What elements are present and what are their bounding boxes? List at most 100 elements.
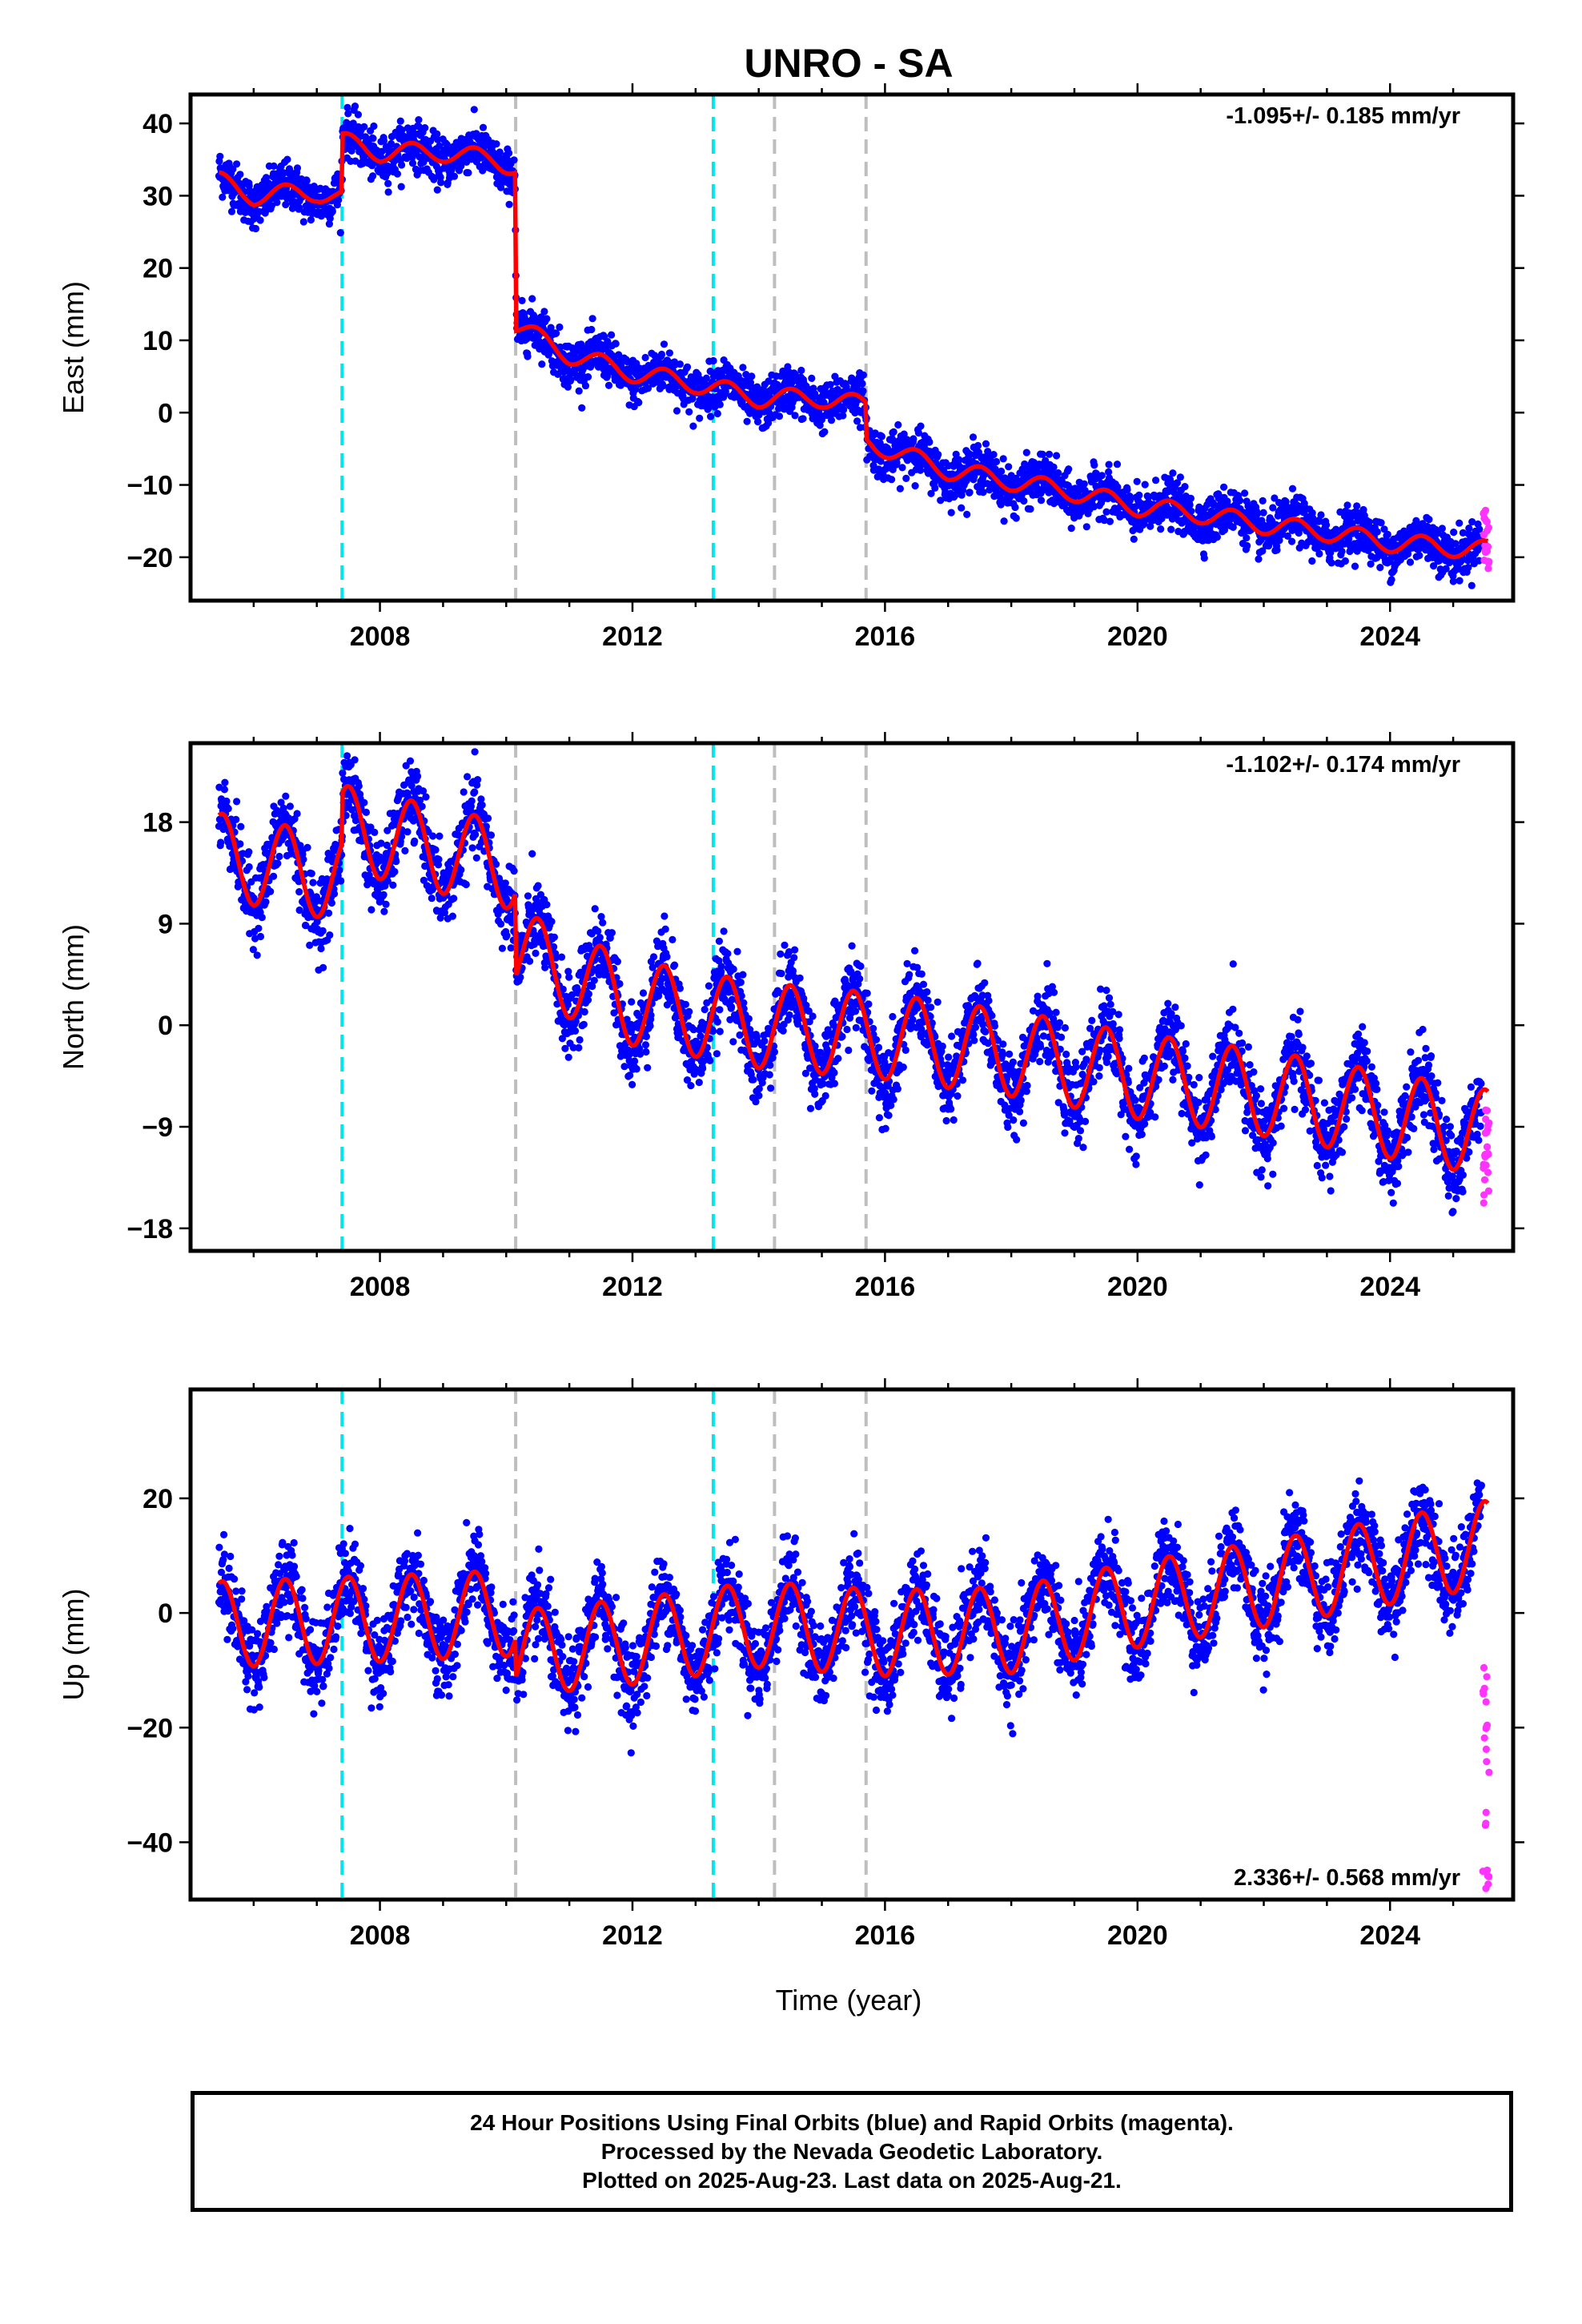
rate-label: -1.095+/- 0.185 mm/yr	[1226, 103, 1460, 129]
final-orbit-point	[543, 315, 551, 323]
final-orbit-point	[706, 368, 714, 376]
final-orbit-point	[541, 963, 549, 971]
final-orbit-point	[540, 308, 548, 316]
final-orbit-point	[558, 1035, 567, 1043]
final-orbit-point	[599, 919, 607, 927]
final-orbit-point	[588, 983, 596, 991]
final-orbit-point	[877, 432, 885, 440]
final-orbit-point	[709, 356, 717, 365]
final-orbit-point	[623, 357, 631, 366]
final-orbit-point	[1425, 516, 1433, 524]
final-orbit-point	[383, 877, 391, 885]
final-orbit-point	[565, 973, 573, 981]
final-orbit-point	[251, 935, 259, 943]
final-orbit-point	[319, 963, 327, 971]
final-orbit-point	[360, 123, 368, 131]
final-orbit-point	[478, 801, 486, 809]
final-orbit-point	[970, 472, 978, 480]
final-orbit-point	[219, 193, 227, 201]
final-orbit-point	[1000, 517, 1008, 525]
final-orbit-point	[324, 909, 333, 917]
final-orbit-point	[389, 881, 397, 889]
final-orbit-point	[436, 832, 444, 840]
final-orbit-point	[911, 482, 919, 490]
final-orbit-point	[1038, 450, 1046, 459]
final-orbit-point	[1271, 494, 1279, 502]
final-orbit-point	[1341, 557, 1349, 565]
final-orbit-point	[323, 875, 331, 883]
final-orbit-point	[1102, 508, 1110, 516]
final-orbit-point	[839, 412, 847, 420]
final-orbit-point	[934, 451, 942, 459]
final-orbit-point	[575, 387, 583, 395]
y-tick-label: 30	[143, 181, 173, 211]
final-orbit-point	[1348, 519, 1356, 528]
final-orbit-point	[1186, 501, 1194, 509]
final-orbit-point	[673, 407, 681, 415]
final-orbit-point	[1376, 564, 1384, 572]
final-orbit-point	[1259, 547, 1267, 555]
final-orbit-point	[1415, 552, 1423, 560]
final-orbit-point	[1430, 562, 1438, 570]
final-orbit-point	[299, 855, 307, 863]
final-orbit-point	[1157, 525, 1165, 533]
final-orbit-point	[468, 797, 476, 805]
final-orbit-point	[1254, 509, 1262, 518]
final-orbit-point	[482, 822, 491, 830]
final-orbit-point	[1187, 507, 1195, 515]
final-orbit-point	[302, 922, 310, 930]
final-orbit-point	[510, 156, 518, 164]
final-orbit-point	[253, 951, 261, 959]
final-orbit-point	[268, 834, 276, 842]
final-orbit-point	[1288, 485, 1297, 493]
final-orbit-point	[422, 793, 430, 801]
final-orbit-point	[612, 340, 620, 348]
final-orbit-point	[613, 958, 622, 966]
final-orbit-point	[295, 906, 303, 915]
final-orbit-point	[524, 892, 532, 900]
final-orbit-point	[1373, 528, 1381, 536]
final-orbit-point	[1243, 541, 1251, 550]
final-orbit-point	[501, 879, 509, 887]
x-tick-label: 2020	[1107, 621, 1168, 652]
final-orbit-point	[1213, 533, 1221, 541]
final-orbit-point	[797, 366, 805, 375]
x-tick-label: 2024	[1359, 621, 1420, 652]
final-orbit-point	[279, 804, 287, 812]
final-orbit-point	[603, 372, 612, 380]
final-orbit-point	[917, 466, 925, 474]
final-orbit-point	[295, 203, 303, 211]
final-orbit-point	[743, 417, 751, 425]
final-orbit-point	[507, 944, 515, 952]
final-orbit-point	[581, 382, 590, 390]
final-orbit-point	[597, 913, 605, 921]
final-orbit-point	[503, 931, 511, 939]
x-tick-label: 2016	[855, 621, 916, 652]
final-orbit-point	[990, 451, 998, 459]
final-orbit-point	[416, 796, 424, 804]
final-orbit-point	[505, 149, 513, 157]
final-orbit-point	[1406, 558, 1415, 566]
final-orbit-point	[1269, 504, 1277, 512]
final-orbit-point	[1459, 529, 1467, 537]
final-orbit-point	[748, 372, 756, 380]
final-orbit-point	[569, 1043, 577, 1051]
final-orbit-point	[628, 998, 636, 1006]
final-orbit-point	[1327, 549, 1335, 557]
final-orbit-point	[689, 422, 697, 430]
final-orbit-point	[282, 792, 290, 800]
final-orbit-point	[383, 841, 391, 850]
final-orbit-point	[1359, 505, 1367, 514]
final-orbit-point	[853, 417, 861, 425]
final-orbit-point	[437, 179, 445, 187]
final-orbit-point	[683, 363, 692, 371]
final-orbit-point	[224, 805, 232, 813]
final-orbit-point	[325, 220, 333, 228]
final-orbit-point	[369, 135, 377, 143]
final-orbit-point	[337, 877, 345, 885]
x-tick-label: 2008	[350, 621, 411, 652]
final-orbit-point	[765, 377, 773, 385]
final-orbit-point	[596, 934, 604, 942]
final-orbit-point	[436, 142, 444, 150]
final-orbit-point	[1223, 497, 1231, 505]
